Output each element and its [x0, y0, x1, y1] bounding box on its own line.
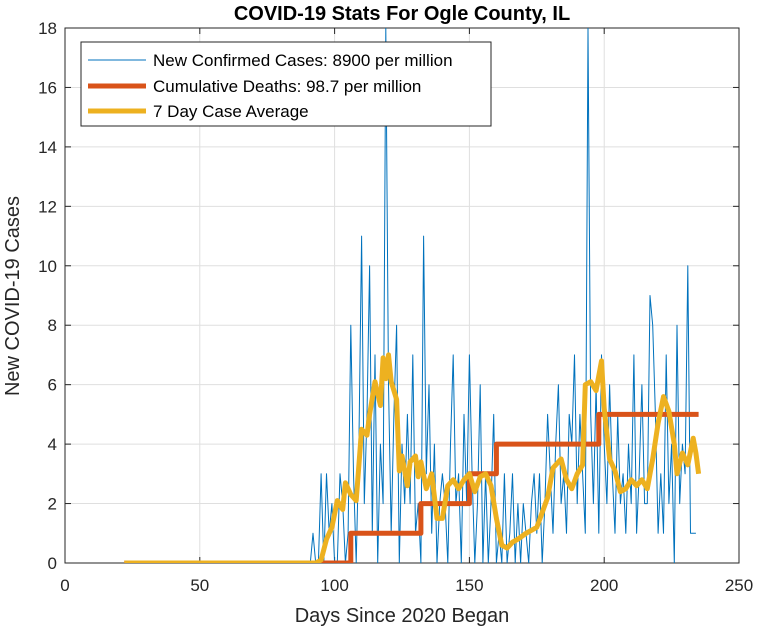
x-tick-label: 100 [320, 576, 348, 595]
y-tick-label: 8 [48, 316, 57, 335]
axes-frame [64, 27, 740, 564]
y-tick-label: 4 [48, 435, 57, 454]
series-line-cumulative-deaths [124, 411, 699, 563]
plot-area [124, 28, 702, 563]
x-tick-label: 150 [455, 576, 483, 595]
x-tick-label: 250 [725, 576, 753, 595]
y-tick-label: 12 [38, 197, 57, 216]
x-tick-labels: 0 50 100 150 200 250 [60, 576, 753, 595]
y-tick-label: 18 [38, 19, 57, 38]
x-tick-label: 50 [190, 576, 209, 595]
y-tick-label: 14 [38, 138, 57, 157]
y-tick-label: 2 [48, 495, 57, 514]
legend-label-deaths: Cumulative Deaths: 98.7 per million [153, 77, 421, 96]
legend-box [80, 41, 492, 127]
x-tick-label: 0 [60, 576, 69, 595]
series-line-7-day-average [124, 352, 702, 563]
legend-label-average: 7 Day Case Average [153, 102, 309, 121]
x-tick-label: 200 [590, 576, 618, 595]
legend: New Confirmed Cases: 8900 per million Cu… [80, 41, 492, 127]
x-axis-label: Days Since 2020 Began [295, 605, 510, 627]
y-tick-label: 0 [48, 554, 57, 573]
axes-box [64, 27, 740, 564]
y-tick-label: 6 [48, 376, 57, 395]
y-axis-label: New COVID-19 Cases [2, 196, 24, 396]
chart-title: COVID-19 Stats For Ogle County, IL [234, 3, 570, 25]
y-tick-labels: 0 2 4 6 8 10 12 14 16 18 [38, 19, 57, 573]
y-tick-label: 16 [38, 78, 57, 97]
y-tick-label: 10 [38, 257, 57, 276]
legend-label-cases: New Confirmed Cases: 8900 per million [153, 51, 453, 70]
